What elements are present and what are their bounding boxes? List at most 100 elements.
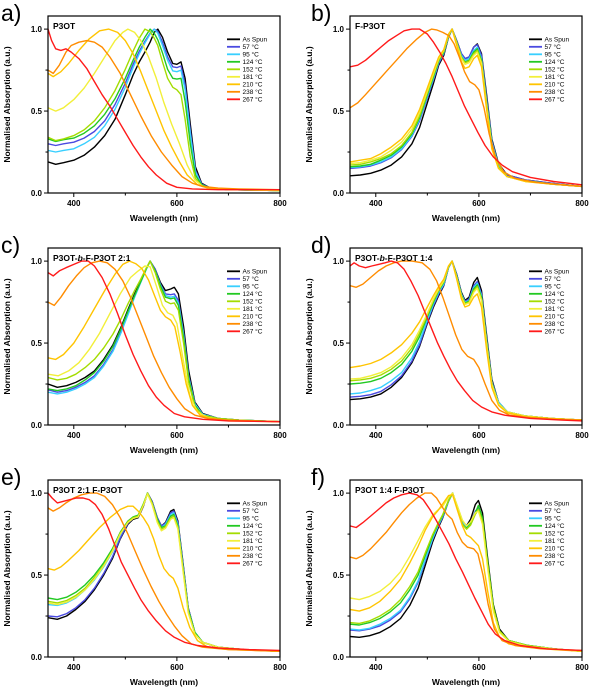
svg-text:0.0: 0.0 <box>31 189 43 198</box>
svg-text:1.0: 1.0 <box>333 25 345 34</box>
legend-label-as-spun: As Spun <box>243 501 268 508</box>
y-axis-label: Normalised Absorption (a.u.) <box>2 510 12 627</box>
svg-text:800: 800 <box>273 431 287 440</box>
series-line-267-c <box>48 492 280 652</box>
panel-b-letter: b) <box>311 0 332 26</box>
legend-label-124-c: 124 °C <box>545 290 565 298</box>
legend-label-267-c: 267 °C <box>243 96 263 104</box>
svg-text:0.0: 0.0 <box>31 653 43 662</box>
legend-label-95-c: 95 °C <box>545 515 562 523</box>
svg-text:800: 800 <box>575 663 589 672</box>
legend-label-238-c: 238 °C <box>243 88 263 96</box>
svg-text:0.5: 0.5 <box>333 571 345 580</box>
legend-label-57-c: 57 °C <box>545 43 562 51</box>
legend-label-as-spun: As Spun <box>545 269 570 276</box>
panel-d-letter: d) <box>311 232 332 258</box>
legend-label-57-c: 57 °C <box>243 275 260 283</box>
svg-text:1.0: 1.0 <box>31 489 43 498</box>
series-line-210-c <box>350 260 582 421</box>
series-line-267-c <box>48 260 280 423</box>
svg-text:400: 400 <box>369 663 383 672</box>
plot-c: 400 600 800 0.0 0.5 1.0 Wavelength (nm) Normali… <box>2 247 287 455</box>
curves <box>48 28 280 192</box>
svg-text:0.0: 0.0 <box>333 653 345 662</box>
panel-f-letter: f) <box>311 464 326 490</box>
svg-text:0.0: 0.0 <box>333 189 345 198</box>
svg-text:0.0: 0.0 <box>333 421 345 430</box>
series-line-210-c <box>48 28 280 191</box>
svg-text:400: 400 <box>67 431 81 440</box>
curves <box>48 260 280 423</box>
panel-e: e) 400 600 800 0.0 0.5 1.0 Wavelength (nm) Norm… <box>0 464 302 697</box>
axis-ticks <box>346 492 583 661</box>
legend-label-181-c: 181 °C <box>243 305 263 313</box>
curves <box>48 492 280 653</box>
legend-label-181-c: 181 °C <box>545 73 565 81</box>
legend-label-181-c: 181 °C <box>545 537 565 545</box>
plot-e: 400 600 800 0.0 0.5 1.0 Wavelength (nm) Normali… <box>2 479 287 687</box>
tick-labels: 400 600 800 0.0 0.5 1.0 <box>333 489 589 672</box>
legend-label-as-spun: As Spun <box>545 501 570 508</box>
series-line-152-c <box>48 28 280 192</box>
axis-ticks <box>44 492 281 661</box>
legend-label-124-c: 124 °C <box>545 58 565 66</box>
legend-label-238-c: 238 °C <box>243 320 263 328</box>
panel-a-letter: a) <box>1 0 22 26</box>
plot-a: 400 600 800 0.0 0.5 1.0 Wavelength (nm) Normali… <box>2 15 287 223</box>
panel-c: c) 400 600 800 0.0 0.5 1.0 Wavelength (nm) Norm… <box>0 232 302 464</box>
svg-text:600: 600 <box>472 199 486 208</box>
svg-text:800: 800 <box>575 199 589 208</box>
x-axis-label: Wavelength (nm) <box>432 445 500 455</box>
tick-labels: 400 600 800 0.0 0.5 1.0 <box>31 489 287 672</box>
svg-text:1.0: 1.0 <box>333 257 345 266</box>
legend-label-95-c: 95 °C <box>243 283 260 291</box>
series-line-210-c <box>350 494 582 653</box>
svg-text:0.5: 0.5 <box>31 339 43 348</box>
tick-labels: 400 600 800 0.0 0.5 1.0 <box>333 257 589 440</box>
axis-ticks <box>346 28 583 197</box>
x-axis-label: Wavelength (nm) <box>130 677 198 687</box>
svg-text:800: 800 <box>575 431 589 440</box>
plot-box <box>349 15 583 194</box>
svg-text:400: 400 <box>67 663 81 672</box>
legend-label-as-spun: As Spun <box>243 37 268 44</box>
axis-ticks <box>44 260 281 429</box>
series-line-210-c <box>48 505 280 653</box>
svg-text:800: 800 <box>273 663 287 672</box>
series-line-124-c <box>48 28 280 192</box>
legend-label-238-c: 238 °C <box>545 320 565 328</box>
legend-label-267-c: 267 °C <box>545 560 565 568</box>
legend-label-267-c: 267 °C <box>243 328 263 336</box>
panel-d: d) 400 600 800 0.0 0.5 1.0 Wavelength (nm) Norm… <box>302 232 605 464</box>
svg-text:0.5: 0.5 <box>31 107 43 116</box>
legend-label-124-c: 124 °C <box>243 58 263 66</box>
svg-text:0.0: 0.0 <box>31 421 43 430</box>
svg-text:600: 600 <box>170 199 184 208</box>
legend-label-267-c: 267 °C <box>545 328 565 336</box>
legend-label-210-c: 210 °C <box>243 313 263 321</box>
y-axis-label: Normalised Absorption (a.u.) <box>304 278 314 395</box>
legend-label-57-c: 57 °C <box>243 507 260 515</box>
legend-label-181-c: 181 °C <box>243 537 263 545</box>
series-line-181-c <box>48 493 280 653</box>
legend-label-95-c: 95 °C <box>243 515 260 523</box>
plot-d: 400 600 800 0.0 0.5 1.0 Wavelength (nm) Normali… <box>304 247 589 455</box>
svg-text:1.0: 1.0 <box>333 489 345 498</box>
tick-labels: 400 600 800 0.0 0.5 1.0 <box>31 257 287 440</box>
axis-ticks <box>346 260 583 429</box>
series-line-95-c <box>48 28 280 192</box>
series-line-152-c <box>48 260 280 423</box>
svg-text:400: 400 <box>67 199 81 208</box>
legend-label-124-c: 124 °C <box>243 290 263 298</box>
legend-label-152-c: 152 °C <box>545 66 565 74</box>
legend-label-152-c: 152 °C <box>545 298 565 306</box>
panel-title: P3OT-b-F-P3OT 1:4 <box>355 253 433 263</box>
legend-label-210-c: 210 °C <box>243 545 263 553</box>
tick-labels: 400 600 800 0.0 0.5 1.0 <box>333 25 589 208</box>
svg-text:1.0: 1.0 <box>31 25 43 34</box>
series-line-181-c <box>350 492 582 653</box>
